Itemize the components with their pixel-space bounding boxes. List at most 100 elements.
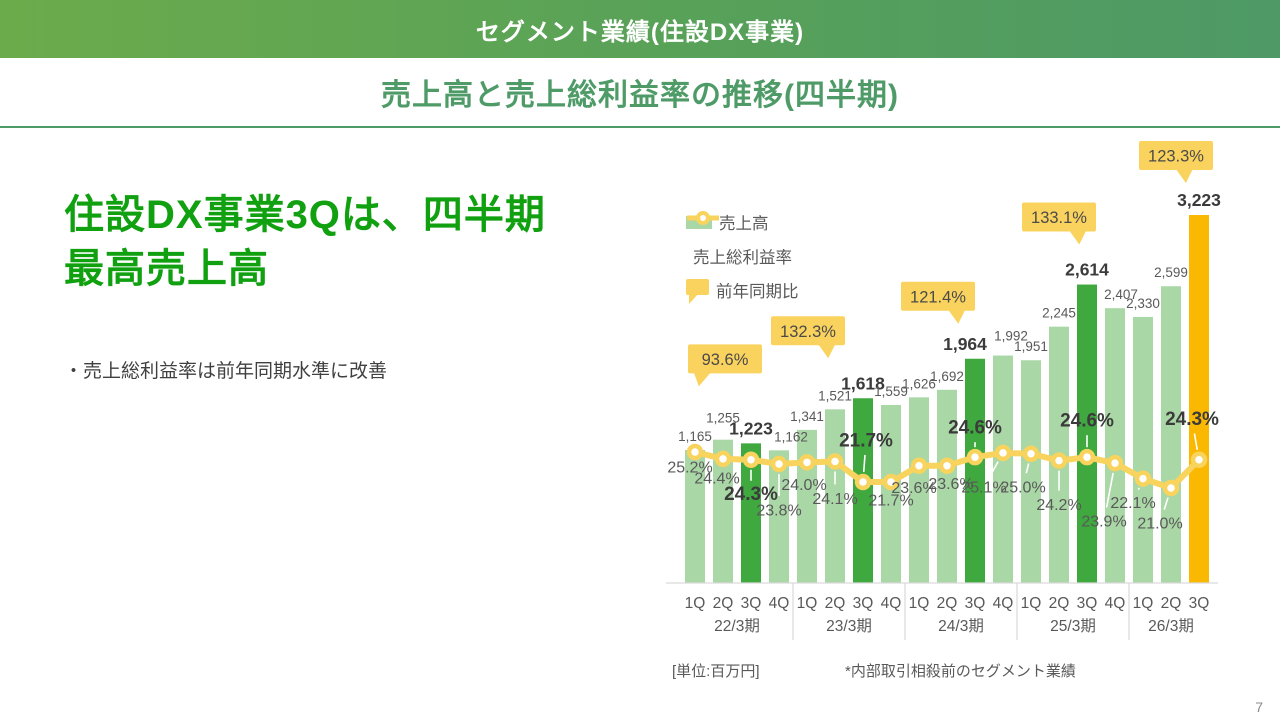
margin-marker-23/3期-3Q	[854, 473, 872, 491]
legend-label-margin: 売上総利益率	[693, 249, 792, 267]
axis-label-quarter: 2Q	[825, 595, 846, 612]
revenue-bar-23/3期-2Q	[825, 409, 845, 583]
revenue-bar-22/3期-4Q	[769, 450, 789, 583]
slide-header: セグメント業績(住設DX事業)	[0, 0, 1280, 58]
yoy-callout-value: 121.4%	[910, 288, 966, 306]
yoy-callout-value: 132.3%	[780, 323, 836, 341]
margin-marker-24/3期-3Q	[966, 448, 984, 466]
yoy-callout-box	[1139, 140, 1213, 170]
label-leader-line	[1193, 433, 1199, 451]
axis-label-quarter: 4Q	[993, 595, 1014, 612]
margin-marker-25/3期-2Q	[1050, 452, 1068, 469]
margin-marker-23/3期-4Q	[882, 473, 900, 491]
axis-label-quarter: 4Q	[769, 595, 790, 612]
margin-marker-22/3期-2Q	[714, 450, 732, 468]
margin-value-label: 24.1%	[812, 491, 857, 508]
margin-marker-26/3期-1Q	[1134, 470, 1152, 487]
bar-value-label: 1,223	[729, 418, 773, 438]
revenue-bar-25/3期-1Q	[1021, 360, 1041, 583]
yoy-callout-value: 123.3%	[1148, 147, 1204, 165]
revenue-bar-24/3期-3Q	[965, 358, 985, 583]
label-leader-line	[1137, 487, 1140, 490]
yoy-callout-tail	[693, 372, 711, 387]
bar-value-label: 2,614	[1065, 260, 1109, 280]
title-band: 売上高と売上総利益率の推移(四半期)	[0, 58, 1280, 128]
axis-label-quarter: 4Q	[1105, 595, 1126, 612]
slide-header-title: セグメント業績(住設DX事業)	[475, 18, 805, 46]
axis-label-quarter: 2Q	[937, 595, 958, 612]
axis-label-year: 23/3期	[826, 617, 872, 635]
legend-item-yoy: 前年同期比	[686, 277, 799, 304]
margin-marker-24/3期-1Q	[910, 457, 928, 474]
yoy-callout-tail	[1069, 230, 1087, 245]
revenue-bar-22/3期-2Q	[713, 439, 733, 583]
axis-label-quarter: 3Q	[1077, 595, 1098, 612]
yoy-callout-tail	[948, 309, 966, 324]
bar-value-label: 1,964	[943, 334, 987, 354]
margin-marker-23/3期-1Q	[798, 454, 816, 471]
revenue-bar-23/3期-4Q	[881, 404, 901, 583]
axis-label-quarter: 1Q	[909, 595, 930, 612]
yoy-callout-icon	[686, 279, 709, 304]
bar-value-label: 2,330	[1126, 296, 1160, 311]
bar-value-label: 1,626	[902, 376, 936, 391]
bar-value-label: 2,599	[1154, 265, 1188, 280]
margin-marker-25/3期-3Q	[1078, 448, 1096, 466]
revenue-margin-chart: 93.6% 132.3% 121.4% 133.1% 123.3% 1,165 1,255 1…	[650, 130, 1235, 675]
margin-value-label: 21.7%	[868, 493, 913, 510]
margin-value-label: 21.0%	[1137, 516, 1182, 533]
axis-label-quarter: 3Q	[741, 595, 762, 612]
margin-marker-22/3期-1Q	[686, 443, 704, 461]
revenue-bar-24/3期-2Q	[937, 389, 957, 583]
bar-value-label: 1,162	[774, 429, 808, 444]
margin-value-label: 25.0%	[1000, 479, 1045, 496]
axis-label-year: 22/3期	[714, 617, 760, 635]
bullet-note: ・売上総利益率は前年同期水準に改善	[64, 361, 388, 382]
margin-line-icon	[687, 211, 719, 225]
yoy-callout-tail	[818, 344, 836, 359]
margin-marker-25/3期-4Q	[1106, 454, 1124, 472]
label-leader-line	[1105, 472, 1114, 508]
bar-value-label: 1,951	[1014, 339, 1048, 354]
margin-marker-22/3期-4Q	[770, 455, 788, 473]
legend-label-revenue: 売上高	[719, 215, 769, 233]
bar-value-label: 1,165	[678, 429, 712, 444]
yoy-callout-value: 93.6%	[702, 351, 749, 369]
axis-label-quarter: 2Q	[713, 595, 734, 612]
bar-value-label: 3,223	[1177, 190, 1221, 210]
bar-value-label: 1,559	[874, 384, 908, 399]
bar-value-label: 1,341	[790, 409, 824, 424]
margin-value-label: 24.6%	[1060, 411, 1114, 432]
margin-value-label: 23.9%	[1081, 514, 1126, 531]
revenue-bar-26/3期-3Q	[1189, 214, 1209, 583]
bar-value-label: 1,521	[818, 388, 852, 403]
margin-value-label: 25.1%	[961, 479, 1006, 496]
revenue-bar-23/3期-3Q	[853, 398, 873, 583]
page-title: 売上高と売上総利益率の推移(四半期)	[381, 79, 899, 112]
key-message: 住設DX事業3Qは、四半期 最高売上高	[64, 188, 624, 296]
axis-label-year: 24/3期	[938, 617, 984, 635]
bar-value-label: 2,245	[1042, 306, 1076, 321]
margin-value-label: 23.8%	[756, 503, 801, 520]
margin-value-label: 23.6%	[928, 476, 973, 493]
axis-label-quarter: 4Q	[881, 595, 902, 612]
axis-label-quarter: 1Q	[797, 595, 818, 612]
key-message-line1: 住設DX事業3Qは、四半期	[64, 193, 546, 237]
bar-value-label: 1,255	[706, 411, 740, 426]
yoy-callout-value: 133.1%	[1031, 209, 1087, 227]
label-leader-line	[1163, 497, 1169, 510]
legend-item-margin: 売上総利益率	[686, 211, 799, 269]
margin-marker-23/3期-2Q	[826, 453, 844, 470]
yoy-callout-box	[1022, 202, 1096, 232]
unit-note: [単位:百万円]	[672, 663, 760, 680]
label-leader-line	[1025, 463, 1030, 474]
axis-label-quarter: 3Q	[965, 595, 986, 612]
yoy-callout-box	[901, 281, 975, 311]
revenue-bar-26/3期-2Q	[1161, 286, 1181, 583]
label-leader-line	[862, 454, 866, 473]
axis-label-year: 26/3期	[1148, 617, 1194, 635]
bar-value-label: 1,618	[841, 373, 885, 393]
revenue-bar-24/3期-4Q	[993, 355, 1013, 583]
margin-value-label: 24.6%	[948, 418, 1002, 439]
